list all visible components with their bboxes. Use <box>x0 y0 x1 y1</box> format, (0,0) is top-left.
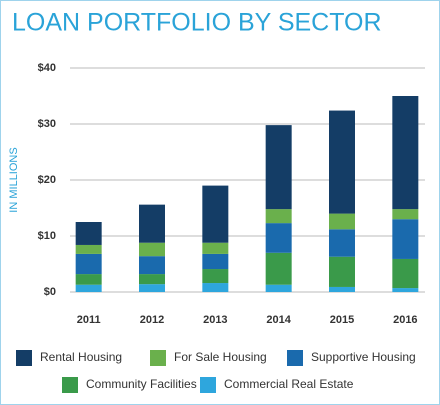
bar-segment <box>265 223 292 253</box>
bar-segment <box>329 229 355 257</box>
bar-segment <box>202 269 229 284</box>
bar-segment <box>392 258 419 289</box>
bar-segment <box>202 283 229 292</box>
legend-swatch <box>62 377 78 393</box>
bar-segment <box>75 244 102 254</box>
bar-segment <box>392 209 419 220</box>
x-tick-label: 2013 <box>203 314 227 326</box>
legend-swatch <box>150 350 166 366</box>
bar-segment <box>265 125 292 210</box>
bar-segment <box>202 253 229 270</box>
y-axis-label: IN MILLIONS <box>8 147 20 212</box>
x-tick-label: 2014 <box>266 314 291 326</box>
y-tick-label: $20 <box>38 174 56 186</box>
y-tick-label: $0 <box>44 286 56 298</box>
legend-label: Commercial Real Estate <box>224 377 354 391</box>
bar-segment <box>392 96 419 210</box>
legend-swatch <box>200 377 216 393</box>
x-tick-label: 2011 <box>77 314 101 326</box>
bar-segment <box>139 204 165 243</box>
legend-swatch <box>287 350 303 366</box>
x-tick-label: 2016 <box>393 314 417 326</box>
bar-segment <box>329 256 355 287</box>
bar-segment <box>329 213 355 230</box>
bar-segment <box>329 110 355 214</box>
x-tick-label: 2012 <box>140 314 164 326</box>
bar-segment <box>265 284 292 292</box>
bar-segment <box>139 274 165 285</box>
legend-swatch <box>16 350 32 366</box>
legend-label: Community Facilities <box>86 377 197 391</box>
legend-label: Supportive Housing <box>311 350 416 364</box>
bar-segment <box>392 219 419 259</box>
y-tick-label: $30 <box>38 118 56 130</box>
chart-title: LOAN PORTFOLIO BY SECTOR <box>12 9 382 37</box>
bar-segment <box>139 284 165 292</box>
bar-segment <box>139 242 165 257</box>
bar-segment <box>139 256 165 275</box>
bar-segment <box>75 274 102 285</box>
y-tick-label: $40 <box>38 62 56 74</box>
legend-label: Rental Housing <box>40 350 122 364</box>
bar-segment <box>202 242 229 254</box>
y-tick-label: $10 <box>38 230 56 242</box>
bar-segment <box>329 286 355 292</box>
bar-segment <box>392 288 419 292</box>
bar-segment <box>75 222 102 245</box>
bar-segment <box>75 253 102 275</box>
bar-segment <box>265 209 292 224</box>
x-tick-label: 2015 <box>330 314 354 326</box>
bar-segment <box>265 252 292 285</box>
legend-label: For Sale Housing <box>174 350 267 364</box>
bar-segment <box>75 284 102 292</box>
bar-segment <box>202 185 229 243</box>
